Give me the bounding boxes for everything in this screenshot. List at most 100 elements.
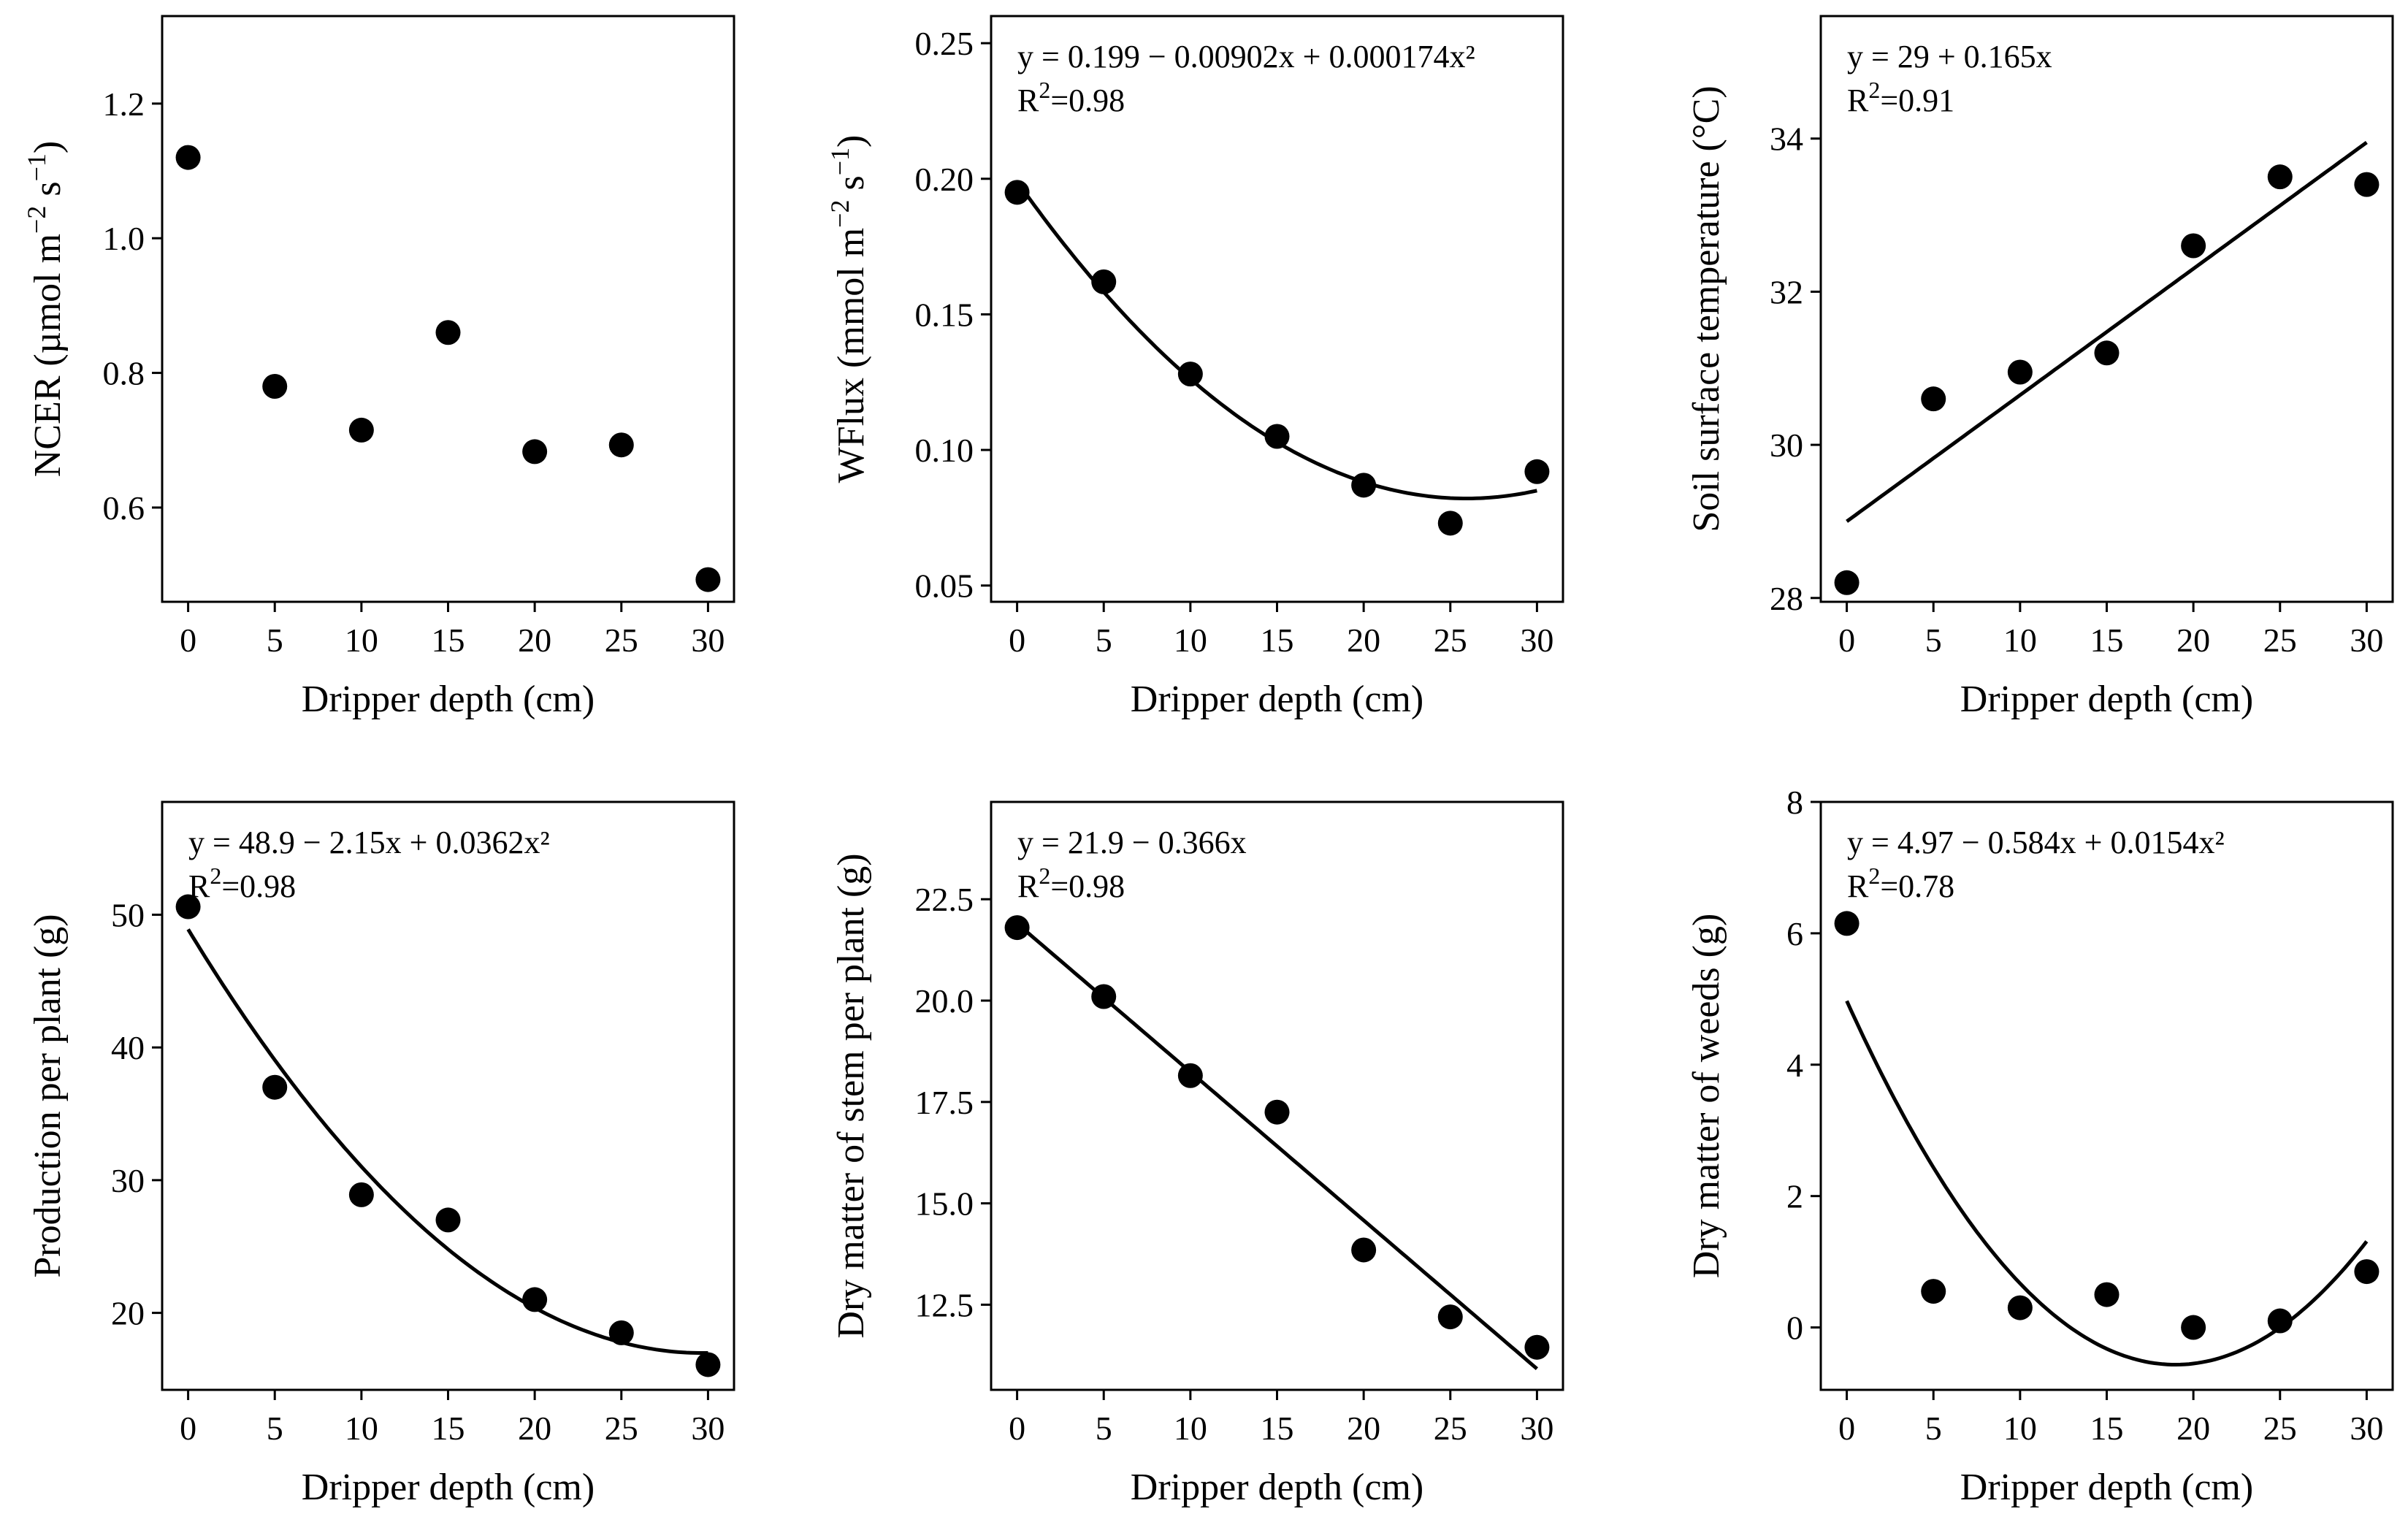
x-tick-label: 15 (432, 1410, 465, 1447)
y-axis-label-close: ) (27, 141, 69, 153)
data-point (2094, 1282, 2120, 1307)
data-point (1177, 362, 1203, 387)
x-tick-label: 25 (605, 622, 638, 659)
x-tick-label: 25 (2263, 1410, 2297, 1447)
x-tick-label: 30 (691, 622, 725, 659)
y-axis-label: Dry matter of weeds (g) (1686, 914, 1727, 1279)
panel-weeds-dry-matter: 0 5 10 15 20 25 30 0 2 4 6 8 Dripper depth (cm) Dry m… (1686, 784, 2394, 1508)
r-squared-sup: 2 (210, 863, 221, 889)
x-tick-label: 15 (1261, 1410, 1294, 1447)
data-point (1351, 473, 1377, 498)
r-squared-post: =0.91 (1880, 83, 1954, 118)
data-point (175, 145, 201, 170)
data-point (695, 1352, 721, 1377)
data-point (348, 1182, 374, 1207)
r-squared-pre: R (1847, 83, 1869, 118)
x-tick-label: 5 (267, 1410, 283, 1447)
data-point (1264, 1099, 1290, 1125)
panel-stem-dry-matter: 0 5 10 15 20 25 30 12.5 15.0 17.5 20.0 22.5 Dripper … (830, 800, 1564, 1508)
x-tick-label: 5 (1925, 1410, 1942, 1447)
data-point (1004, 180, 1030, 205)
y-tick-label: 0.8 (103, 355, 145, 392)
data-point (435, 320, 461, 345)
data-point (2007, 359, 2033, 385)
data-point (608, 1320, 634, 1345)
r-squared: R2=0.91 (1847, 77, 1954, 118)
y-tick-label: 0.20 (915, 161, 974, 198)
y-axis-label-main: NCER (µmol m (27, 234, 69, 477)
data-point (1834, 570, 1859, 595)
data-point (2267, 164, 2293, 190)
x-tick-label: 25 (1434, 622, 1467, 659)
fit-equation: y = 48.9 − 2.15x + 0.0362x² (188, 825, 550, 860)
fit-curve (1845, 1000, 2369, 1366)
y-tick-label: 0.05 (915, 567, 974, 605)
fit-curve (1015, 180, 1537, 500)
y-tick-label: 50 (111, 896, 145, 933)
y-axis-label-main: Dry matter of stem per plant (g) (830, 853, 872, 1338)
x-tick-label: 10 (1174, 1410, 1207, 1447)
fit-equation: y = 0.199 − 0.00902x + 0.000174x² (1017, 39, 1475, 74)
x-axis-label: Dripper depth (cm) (1131, 678, 1423, 720)
y-axis-label-exp2: −1 (825, 148, 855, 175)
r-squared-post: =0.78 (1880, 868, 1954, 904)
r-squared-sup: 2 (1039, 863, 1050, 889)
y-axis-label-main: WFlux (mmol m (830, 228, 872, 483)
panel-ncer: 0 5 10 15 20 25 30 0.6 0.8 1.0 1.2 Dripper depth (c… (22, 15, 735, 720)
r-squared-sup: 2 (1868, 863, 1880, 889)
data-point (1351, 1237, 1377, 1263)
data-point (2267, 1308, 2293, 1334)
y-tick-label: 8 (1786, 784, 1803, 821)
y-axis-label-exp2: −1 (22, 153, 51, 181)
r-squared: R2=0.98 (1017, 77, 1125, 118)
x-tick-label: 0 (180, 622, 196, 659)
x-tick-label: 30 (2350, 1410, 2383, 1447)
y-tick-label: 40 (111, 1029, 145, 1066)
x-tick-label: 0 (1838, 1410, 1855, 1447)
data-point (522, 439, 548, 465)
x-tick-label: 5 (267, 622, 283, 659)
fit-equation: y = 21.9 − 0.366x (1017, 825, 1247, 860)
y-tick-label: 32 (1770, 273, 1803, 310)
y-tick-label: 28 (1770, 580, 1803, 617)
x-tick-label: 10 (1174, 622, 1207, 659)
x-tick-label: 30 (1520, 622, 1553, 659)
data-point (435, 1207, 461, 1233)
r-squared-pre: R (1847, 868, 1869, 904)
y-tick-label: 1.2 (103, 85, 145, 123)
data-point (2181, 1315, 2206, 1340)
x-tick-label: 0 (1009, 622, 1025, 659)
panel-soil-temp: 0 5 10 15 20 25 30 28 30 32 34 Dripper depth (cm) So… (1686, 15, 2394, 720)
y-axis-label-mid: s (27, 181, 69, 205)
data-point (262, 374, 288, 400)
panel-production: 0 5 10 15 20 25 30 20 30 40 50 Dripper depth (cm) Pr… (27, 800, 735, 1508)
x-tick-label: 30 (691, 1410, 725, 1447)
x-tick-label: 20 (518, 1410, 551, 1447)
x-tick-label: 15 (2090, 622, 2124, 659)
r-squared-pre: R (1017, 868, 1039, 904)
y-axis-label-main: Dry matter of weeds (g) (1686, 914, 1727, 1279)
y-tick-label: 6 (1786, 915, 1803, 952)
fit-equation: y = 29 + 0.165x (1847, 39, 2052, 74)
y-axis-label-exp1: −2 (825, 200, 855, 228)
y-tick-label: 15.0 (915, 1185, 974, 1223)
x-axis-label: Dripper depth (cm) (302, 678, 595, 720)
data-point (1437, 1304, 1463, 1330)
x-tick-label: 25 (1434, 1410, 1467, 1447)
r-squared: R2=0.78 (1847, 863, 1954, 904)
data-point (522, 1287, 548, 1312)
y-tick-label: 0 (1786, 1310, 1803, 1347)
x-tick-label: 15 (432, 622, 465, 659)
r-squared-pre: R (1017, 83, 1039, 118)
x-tick-label: 20 (2176, 1410, 2210, 1447)
data-point (2007, 1295, 2033, 1320)
data-point (262, 1074, 288, 1100)
y-tick-label: 34 (1770, 121, 1803, 158)
x-tick-label: 10 (2003, 622, 2037, 659)
fit-curve (186, 928, 708, 1355)
y-tick-label: 0.25 (915, 25, 974, 62)
data-point (695, 567, 721, 592)
x-tick-label: 10 (2003, 1410, 2037, 1447)
y-tick-label: 2 (1786, 1178, 1803, 1215)
